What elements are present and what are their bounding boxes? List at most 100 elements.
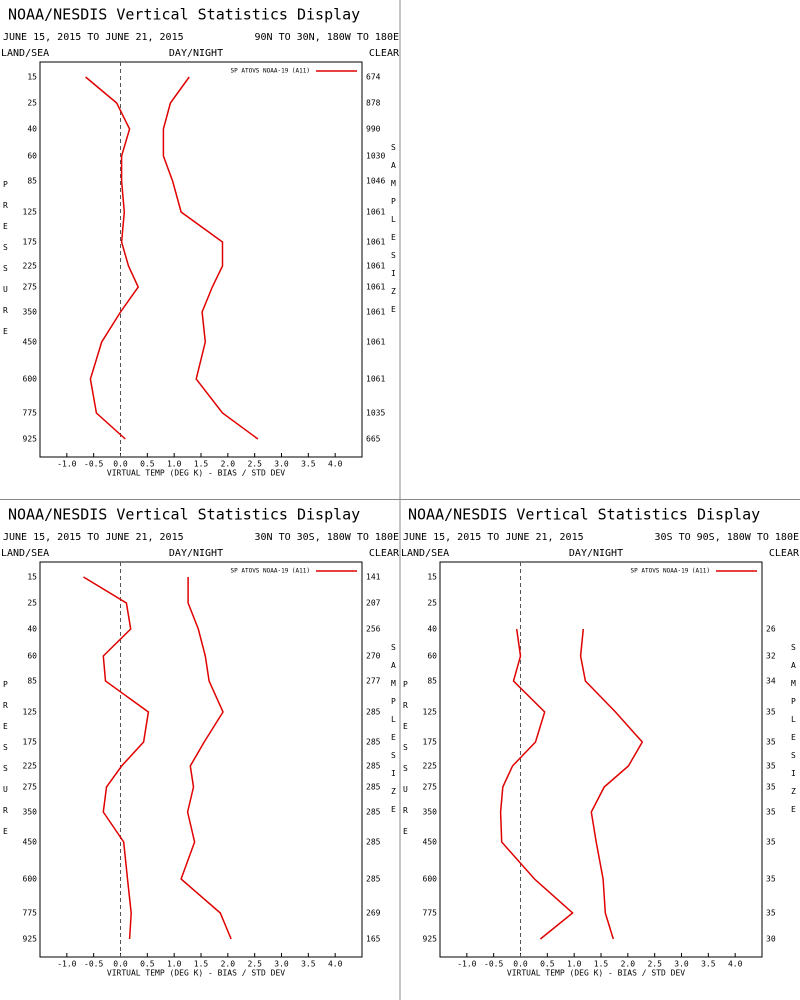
clear-label: CLEAR bbox=[369, 48, 400, 59]
sample-size: 35 bbox=[766, 909, 776, 918]
x-tick-label: 1.0 bbox=[167, 460, 182, 469]
chart-title: NOAA/NESDIS Vertical Statistics Display bbox=[8, 6, 360, 24]
pressure-label: 225 bbox=[423, 762, 438, 771]
pressure-label: 600 bbox=[423, 875, 438, 884]
pressure-label: 600 bbox=[23, 875, 38, 884]
day-night-label: DAY/NIGHT bbox=[569, 548, 623, 559]
y2-axis-label: SAMPLE SIZE bbox=[391, 643, 401, 814]
chart-title: NOAA/NESDIS Vertical Statistics Display bbox=[408, 506, 760, 524]
date-range: JUNE 15, 2015 TO JUNE 21, 2015 bbox=[403, 532, 584, 543]
pressure-label: 25 bbox=[427, 599, 437, 608]
pressure-label: 925 bbox=[23, 935, 38, 944]
pressure-label: 775 bbox=[423, 909, 438, 918]
panel: NOAA/NESDIS Vertical Statistics Display J… bbox=[1, 6, 401, 478]
x-tick-label: 0.0 bbox=[113, 460, 128, 469]
x-tick-label: 0.0 bbox=[113, 960, 128, 969]
sample-size: 285 bbox=[366, 762, 381, 771]
pressure-label: 350 bbox=[23, 308, 38, 317]
pressure-label: 40 bbox=[27, 625, 37, 634]
sample-size: 285 bbox=[366, 783, 381, 792]
sample-size: 1061 bbox=[366, 262, 385, 271]
x-tick-label: 1.5 bbox=[194, 960, 209, 969]
pressure-label: 15 bbox=[27, 73, 37, 82]
bias-line bbox=[499, 628, 574, 940]
pressure-label: 225 bbox=[23, 762, 38, 771]
x-tick-label: 0.0 bbox=[513, 960, 528, 969]
sample-size: 1030 bbox=[366, 152, 385, 161]
y2-axis-label: SAMPLE SIZE bbox=[791, 643, 796, 814]
pressure-label: 925 bbox=[23, 435, 38, 444]
pressure-label: 775 bbox=[23, 909, 38, 918]
pressure-label: 15 bbox=[427, 573, 437, 582]
x-axis-label: VIRTUAL TEMP (DEG K) - BIAS / STD DEV bbox=[107, 969, 285, 978]
bias-line bbox=[83, 576, 150, 940]
land-sea-label: LAND/SEA bbox=[1, 48, 49, 59]
sample-size: 1061 bbox=[366, 238, 385, 247]
x-tick-label: 0.5 bbox=[540, 960, 555, 969]
pressure-label: 25 bbox=[27, 599, 37, 608]
x-tick-label: 1.0 bbox=[167, 960, 182, 969]
land-sea-label: LAND/SEA bbox=[401, 548, 449, 559]
legend-label: SP ATOVS NOAA-19 (A11) bbox=[231, 68, 310, 75]
x-tick-label: 3.0 bbox=[674, 960, 689, 969]
x-tick-label: -1.0 bbox=[457, 960, 476, 969]
x-tick-label: 2.5 bbox=[647, 960, 662, 969]
pressure-label: 600 bbox=[23, 375, 38, 384]
sample-size: 35 bbox=[766, 708, 776, 717]
y2-axis-label: SAMPLE SIZE bbox=[391, 143, 401, 314]
x-tick-label: 2.0 bbox=[221, 460, 236, 469]
sample-size: 207 bbox=[366, 599, 381, 608]
sample-size: 35 bbox=[766, 838, 776, 847]
region: 30S TO 90S, 180W TO 180E bbox=[655, 532, 800, 543]
x-tick-label: 3.0 bbox=[274, 960, 289, 969]
sample-size: 285 bbox=[366, 838, 381, 847]
panel: NOAA/NESDIS Vertical Statistics Display J… bbox=[401, 506, 800, 978]
x-axis-label: VIRTUAL TEMP (DEG K) - BIAS / STD DEV bbox=[107, 469, 285, 478]
y2-label-box: SAMPLE SIZE bbox=[391, 643, 401, 814]
sample-size: 1061 bbox=[366, 338, 385, 347]
x-tick-label: 4.0 bbox=[728, 960, 743, 969]
y-label-box: PRESSURE bbox=[3, 180, 8, 336]
pressure-label: 125 bbox=[23, 708, 38, 717]
x-axis-label: VIRTUAL TEMP (DEG K) - BIAS / STD DEV bbox=[507, 969, 685, 978]
pressure-label: 85 bbox=[27, 677, 37, 686]
pressure-label: 175 bbox=[423, 738, 438, 747]
pressure-label: 60 bbox=[427, 652, 437, 661]
pressure-label: 175 bbox=[23, 738, 38, 747]
y-axis-label: PRESSURE bbox=[3, 680, 8, 836]
pressure-label: 350 bbox=[423, 808, 438, 817]
sample-size: 878 bbox=[366, 99, 381, 108]
pressure-label: 60 bbox=[27, 152, 37, 161]
sample-size: 256 bbox=[366, 625, 381, 634]
sample-size: 1061 bbox=[366, 375, 385, 384]
pressure-label: 175 bbox=[23, 238, 38, 247]
sample-size: 674 bbox=[366, 73, 381, 82]
sample-size: 277 bbox=[366, 677, 381, 686]
x-tick-label: 2.0 bbox=[221, 960, 236, 969]
clear-label: CLEAR bbox=[769, 548, 800, 559]
y2-label-box: SAMPLE SIZE bbox=[391, 143, 401, 314]
x-tick-label: 2.5 bbox=[247, 460, 262, 469]
day-night-label: DAY/NIGHT bbox=[169, 548, 223, 559]
x-tick-label: 0.5 bbox=[140, 960, 155, 969]
sample-size: 285 bbox=[366, 875, 381, 884]
panel: NOAA/NESDIS Vertical Statistics Display J… bbox=[1, 506, 401, 978]
sample-size: 285 bbox=[366, 738, 381, 747]
legend-label: SP ATOVS NOAA-19 (A11) bbox=[631, 568, 710, 575]
pressure-label: 275 bbox=[23, 783, 38, 792]
pressure-label: 225 bbox=[23, 262, 38, 271]
pressure-label: 450 bbox=[23, 338, 38, 347]
date-range: JUNE 15, 2015 TO JUNE 21, 2015 bbox=[3, 32, 184, 43]
pressure-label: 40 bbox=[427, 625, 437, 634]
pressure-label: 85 bbox=[427, 677, 437, 686]
sample-size: 35 bbox=[766, 762, 776, 771]
y-axis-label: PRESSURE bbox=[403, 680, 408, 836]
y-axis-label: PRESSURE bbox=[3, 180, 8, 336]
x-tick-label: 3.0 bbox=[274, 460, 289, 469]
sample-size: 26 bbox=[766, 625, 776, 634]
sample-size: 1061 bbox=[366, 283, 385, 292]
clear-label: CLEAR bbox=[369, 548, 400, 559]
x-tick-label: 4.0 bbox=[328, 460, 343, 469]
sample-size: 990 bbox=[366, 125, 381, 134]
